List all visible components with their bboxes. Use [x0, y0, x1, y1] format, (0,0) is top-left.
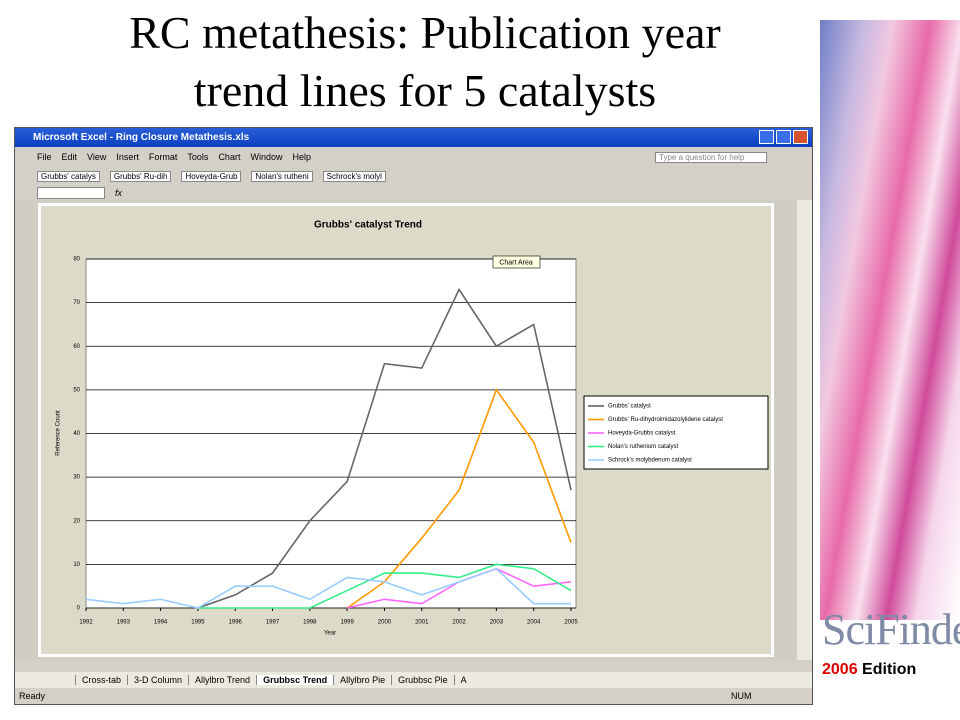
status-num: NUM [731, 691, 752, 701]
vertical-scrollbar[interactable] [797, 200, 812, 660]
menu-item[interactable]: Format [148, 152, 178, 162]
x-tick-label: 2000 [378, 620, 392, 626]
sheet-tab[interactable]: Grubbsc Pie [391, 675, 454, 685]
x-tick-label: 2003 [490, 620, 504, 626]
tooltip [492, 255, 541, 269]
y-tick-label: 40 [73, 431, 80, 437]
menu-item[interactable]: Edit [61, 152, 78, 162]
x-axis-label: Year [324, 631, 336, 637]
chart-sheet: Grubbs' catalyst Trend 0 10 20 30 40 50 60 70 80 1… [15, 200, 796, 660]
legend [583, 395, 769, 470]
sheet-tabs: Cross-tab 3-D Column Allylbro Trend Grubbsc… [15, 672, 812, 688]
x-tick-label: 1992 [79, 620, 93, 626]
toolbar-combo[interactable]: Nolan's rutheni [251, 170, 313, 182]
excel-window: Microsoft Excel - Ring Closure Metathesi… [14, 127, 813, 705]
y-tick-label: 0 [77, 606, 81, 612]
menu-item[interactable]: File [37, 152, 52, 162]
legend-label: Grubbs' Ru-dihydroimidazolylidene cataly… [608, 417, 723, 423]
y-tick-label: 70 [73, 300, 80, 306]
y-axis-label: Reference Count [56, 410, 62, 456]
window-title: Microsoft Excel - Ring Closure Metathesi… [33, 132, 250, 143]
y-tick-label: 80 [73, 257, 80, 263]
sheet-tab[interactable]: 3-D Column [127, 675, 188, 685]
toolbar-combo[interactable]: Grubbs' catalys [37, 170, 100, 182]
menu-item[interactable]: Insert [116, 152, 139, 162]
chart: Grubbs' catalyst Trend 0 10 20 30 40 50 60 70 80 1… [38, 203, 774, 657]
toolbar-combo[interactable]: Hoveyda-Grub [181, 170, 242, 182]
status-bar: Ready NUM [15, 688, 812, 704]
sheet-tab[interactable]: A [453, 675, 473, 685]
edition-label: Edition [862, 661, 917, 678]
sheet-tab[interactable]: Allylbro Pie [333, 675, 391, 685]
x-tick-label: 1994 [154, 620, 168, 626]
x-tick-label: 1997 [266, 620, 280, 626]
legend-label: Grubbs' catalyst [608, 404, 651, 410]
close-button[interactable] [793, 130, 808, 144]
x-tick-label: 2005 [564, 620, 578, 626]
x-tick-label: 1999 [340, 620, 354, 626]
help-box[interactable]: Type a question for help [655, 151, 767, 163]
toolbar-combo[interactable]: Schrock's molyl [322, 170, 386, 182]
minimize-button[interactable] [759, 130, 774, 144]
series-line [85, 567, 571, 609]
y-tick-label: 60 [73, 344, 80, 350]
banner [820, 20, 960, 620]
menu-item[interactable]: Window [250, 152, 283, 162]
title-bar: Microsoft Excel - Ring Closure Metathesi… [15, 128, 812, 147]
y-tick-label: 30 [73, 475, 80, 481]
y-tick-label: 20 [73, 518, 80, 524]
legend-label: Hoveyda-Grubbs catalyst [608, 431, 676, 437]
menu-item[interactable]: Tools [187, 152, 209, 162]
x-tick-label: 2002 [452, 620, 466, 626]
x-tick-label: 1995 [191, 620, 205, 626]
x-tick-label: 2001 [415, 620, 429, 626]
name-box[interactable] [37, 187, 105, 199]
formula-bar: fx [15, 186, 812, 200]
sheet-tab[interactable]: Allylbro Trend [188, 675, 256, 685]
y-tick-label: 50 [73, 387, 80, 393]
x-tick-label: 1993 [117, 620, 131, 626]
toolbar-combo[interactable]: Grubbs' Ru-dih [109, 170, 172, 182]
legend-label: Schrock's molybdenum catalyst [608, 458, 692, 464]
logo: SciFinder [822, 605, 960, 654]
chart-title: Grubbs' catalyst Trend [314, 220, 422, 231]
status: Ready [19, 691, 46, 701]
sheet-tab[interactable]: Grubbsc Trend [256, 675, 334, 685]
tooltip-text: Chart Area [499, 259, 533, 266]
slide-title: trend lines for 5 catalysts [193, 65, 657, 116]
edition: 2006 Edition [822, 661, 916, 679]
sheet-tab[interactable]: Cross-tab [75, 675, 127, 685]
edition-year: 2006 [822, 661, 858, 678]
menu-bar: Type a question for help File Edit View Ins… [15, 148, 812, 166]
x-tick-label: 1996 [229, 620, 243, 626]
formula-label: fx [115, 188, 123, 198]
menu-item[interactable]: Help [292, 152, 311, 162]
menu-item[interactable]: Chart [218, 152, 241, 162]
series-line [197, 287, 572, 609]
x-tick-label: 2004 [527, 620, 541, 626]
toolbar: Grubbs' catalys Grubbs' Ru-dih Hoveyda-Gru… [15, 166, 812, 186]
slide-title: RC metathesis: Publication year [129, 7, 721, 58]
y-tick-label: 10 [73, 562, 80, 568]
legend-label: Nolan's ruthenium catalyst [608, 444, 679, 450]
series-line [197, 563, 572, 609]
menu-item[interactable]: View [87, 152, 107, 162]
maximize-button[interactable] [776, 130, 791, 144]
x-tick-label: 1998 [303, 620, 317, 626]
